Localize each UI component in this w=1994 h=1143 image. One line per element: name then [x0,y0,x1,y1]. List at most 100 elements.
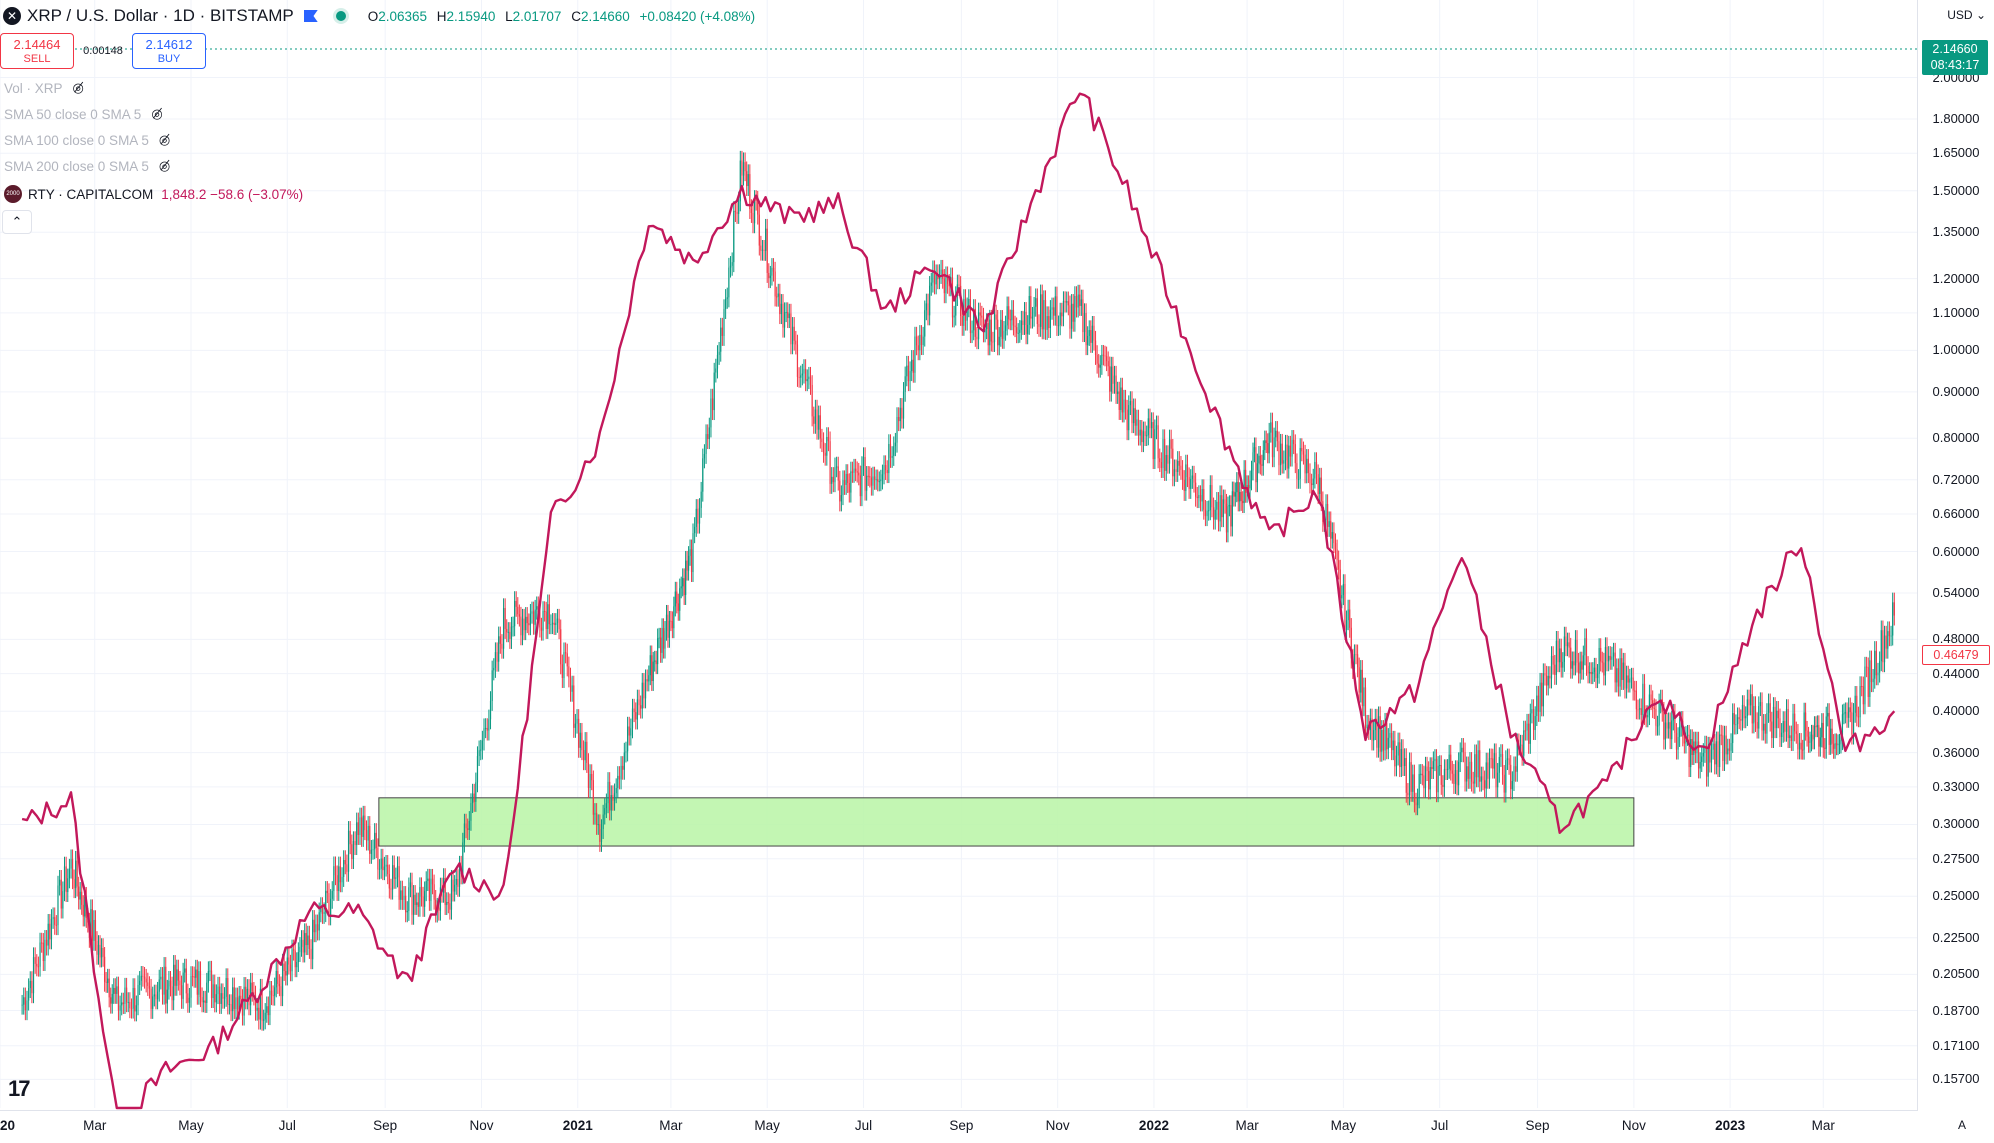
candle-body [408,887,410,911]
candle-body [750,209,753,213]
candle-body [592,780,594,815]
candle-body [1267,443,1269,454]
candle-body [1709,746,1711,763]
price-tick-label: 0.72000 [1932,471,1980,487]
candle-body [1339,569,1341,599]
price-tick-label: 1.65000 [1932,145,1980,161]
candle-body [1208,510,1210,512]
candle-body [1459,752,1461,763]
candle-body [883,465,885,475]
candle-body [385,864,387,867]
indicator-sma-50[interactable]: SMA 50 close 0 SMA 5 ◎̸ [4,106,163,122]
candle-body [1054,296,1056,316]
candle-body [199,971,202,998]
candle-body [901,407,903,419]
eye-hidden-icon[interactable]: ◎̸ [158,132,171,147]
candle-body [1306,458,1308,474]
candle-body [1107,361,1109,367]
auto-scale-button[interactable]: A [1957,1118,1966,1132]
candle-body [1072,303,1074,322]
candle-body [1830,728,1832,745]
indicator-rty[interactable]: 2000 RTY · CAPITALCOM 1,848.2 −58.6 (−3.0… [4,184,303,204]
candle-body [491,670,493,701]
candle-body [140,975,142,981]
price-axis[interactable]: USD ⌄ 2.00000 1.80000 1.65000 1.50000 1.3500… [1917,0,1994,1110]
candle-body [1559,648,1561,663]
candle-body [1142,431,1145,443]
candle-body [1574,639,1577,666]
candle-body [674,591,676,607]
candle-body [1849,707,1851,713]
candle-body [1794,713,1796,732]
candle-body [1813,725,1816,740]
candle-body [1101,354,1103,365]
candle-body [1191,475,1193,479]
indicator-sma-200[interactable]: SMA 200 close 0 SMA 5 ◎̸ [4,158,171,174]
eye-hidden-icon[interactable]: ◎̸ [151,106,163,121]
candle-body [1608,655,1610,662]
buy-button[interactable]: 2.14612 BUY [132,33,206,69]
candle-body [124,987,126,1005]
candle-body [431,878,434,885]
candle-body [1697,741,1700,769]
candle-body [772,267,775,272]
candle-body [525,616,527,631]
candle-body [259,988,262,1020]
candle-body [1500,753,1502,757]
candle-body [1798,742,1801,750]
candle-body [1014,325,1016,328]
candle-body [1865,666,1868,668]
candle-body [1291,439,1293,457]
candle-body [1011,309,1013,321]
candle-body [1671,720,1673,740]
flag-icon[interactable] [303,10,318,22]
candle-body [1774,706,1776,729]
candle-body [1341,595,1343,599]
candle-body [344,859,346,865]
candle-body [1546,675,1548,686]
eye-hidden-icon[interactable]: ◎̸ [72,80,84,95]
candle-body [1091,325,1093,343]
trade-panel: 2.14464 SELL 0.00148 2.14612 BUY [0,33,206,69]
candle-body [1688,734,1690,768]
indicator-volume[interactable]: Vol · XRP ◎̸ [4,80,84,96]
candle-body [1247,485,1250,489]
chevron-up-icon[interactable]: ⌃ [2,210,32,234]
eye-hidden-icon[interactable]: ◎̸ [158,158,171,173]
symbol-title[interactable]: XRP / U.S. Dollar · 1D · BITSTAMP [27,6,294,25]
candle-body [864,457,866,491]
candle-body [1532,709,1535,731]
candle-body [515,600,517,607]
candle-body [1180,465,1182,470]
candle-body [1758,706,1760,729]
candle-body [117,986,120,1011]
candle-body [99,944,101,958]
price-tick-label: 0.48000 [1932,631,1980,647]
time-tick-label: Jul [1431,1118,1449,1133]
candle-body [390,888,392,890]
candle-body [958,284,960,286]
candle-body [741,160,743,176]
candle-body [1413,774,1416,803]
candle-body [1342,583,1344,596]
time-axis[interactable]: 2020 Mar May Jul Sep Nov 2021 Mar May Jul Sep Nov 20… [0,1110,1918,1143]
currency-selector[interactable]: USD ⌄ [1947,8,1986,22]
candle-body [438,907,440,911]
candle-body [398,866,400,900]
candle-body [1429,767,1431,790]
candle-body [1690,739,1692,768]
price-tick-label: 0.27500 [1932,850,1980,866]
sell-button[interactable]: 2.14464 SELL [0,33,74,69]
candle-body [713,372,715,411]
candle-body [1655,709,1657,726]
candle-body [1245,469,1247,493]
support-zone[interactable] [378,797,1635,847]
candle-body [1188,477,1190,489]
candle-body [1431,767,1433,770]
candle-body [462,842,464,875]
candle-body [1019,329,1021,333]
indicator-sma-100[interactable]: SMA 100 close 0 SMA 5 ◎̸ [4,132,171,148]
candle-body [584,741,586,761]
candle-body [233,987,235,1010]
